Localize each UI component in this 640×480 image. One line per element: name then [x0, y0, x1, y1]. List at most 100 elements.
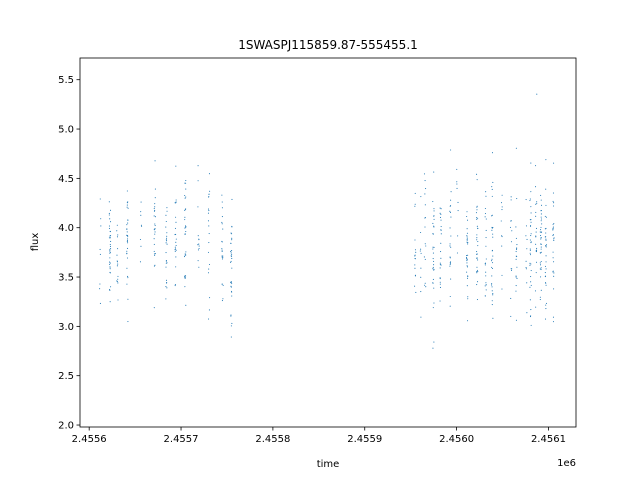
- data-point: [449, 257, 451, 259]
- data-point: [501, 236, 503, 238]
- data-point: [208, 309, 210, 311]
- data-point: [184, 209, 187, 211]
- data-point: [99, 302, 101, 304]
- data-point: [529, 252, 531, 254]
- data-point: [529, 299, 531, 301]
- data-point: [166, 232, 168, 234]
- data-point: [221, 283, 223, 285]
- data-point: [175, 244, 177, 247]
- data-point: [492, 294, 494, 296]
- data-point: [221, 201, 223, 203]
- data-point: [208, 242, 210, 244]
- data-point: [165, 226, 167, 228]
- data-point: [485, 289, 487, 291]
- data-point: [485, 218, 487, 220]
- data-point: [432, 278, 434, 281]
- data-point: [424, 282, 426, 284]
- data-point: [208, 268, 210, 270]
- data-point: [221, 207, 223, 209]
- data-point: [553, 261, 555, 263]
- data-point: [530, 219, 532, 221]
- data-point: [466, 320, 469, 322]
- data-point: [231, 233, 233, 235]
- data-point: [553, 202, 555, 204]
- data-point: [99, 198, 101, 200]
- data-point: [419, 250, 421, 252]
- data-point: [175, 249, 177, 251]
- data-point: [165, 252, 167, 254]
- data-point: [126, 240, 128, 242]
- data-point: [197, 206, 199, 208]
- data-point: [544, 215, 546, 217]
- data-point: [485, 236, 487, 239]
- data-point: [109, 231, 111, 233]
- data-point: [476, 173, 478, 175]
- data-point: [449, 227, 451, 229]
- data-point: [154, 188, 156, 190]
- data-point: [540, 235, 542, 237]
- data-point: [116, 261, 119, 263]
- data-point: [197, 260, 199, 262]
- data-point: [476, 281, 479, 283]
- data-point: [457, 210, 459, 212]
- data-point: [467, 243, 469, 245]
- data-point: [540, 226, 542, 228]
- data-point: [207, 272, 210, 274]
- data-point: [424, 258, 426, 260]
- data-point: [222, 257, 224, 259]
- y-tick-label: 2.5: [58, 371, 74, 382]
- data-point: [467, 242, 469, 244]
- data-point: [535, 236, 537, 238]
- data-point: [491, 229, 493, 231]
- data-point: [439, 216, 442, 219]
- data-point: [500, 220, 502, 222]
- data-point: [165, 266, 167, 268]
- x-axis: 2.4556 2.4557 2.4558 2.4559 2.4560 2.4561: [72, 427, 566, 445]
- data-point: [198, 245, 200, 247]
- data-point: [449, 210, 451, 212]
- data-point: [511, 268, 513, 270]
- data-point: [184, 254, 187, 256]
- data-point: [185, 231, 187, 233]
- data-point: [208, 173, 211, 175]
- data-point: [440, 226, 442, 228]
- data-point: [433, 210, 435, 212]
- data-point: [534, 186, 537, 188]
- data-point: [491, 214, 493, 216]
- data-point: [552, 228, 554, 230]
- data-point: [153, 229, 155, 231]
- data-point: [540, 269, 542, 271]
- data-point: [109, 271, 111, 273]
- data-point: [154, 223, 156, 225]
- data-point: [99, 253, 101, 255]
- data-point: [127, 207, 129, 209]
- data-point: [540, 229, 542, 231]
- data-point: [139, 261, 142, 263]
- data-point: [536, 201, 538, 203]
- data-point: [553, 239, 555, 242]
- data-point: [109, 248, 111, 250]
- data-point: [108, 214, 110, 216]
- data-point: [485, 282, 487, 284]
- data-point: [153, 253, 156, 255]
- data-point: [425, 245, 427, 247]
- data-point: [530, 263, 532, 265]
- data-point: [432, 307, 434, 309]
- data-point: [536, 203, 538, 205]
- data-point: [109, 245, 111, 247]
- data-point: [540, 248, 542, 250]
- data-point: [552, 251, 554, 253]
- data-point: [476, 206, 478, 208]
- data-point: [466, 262, 468, 264]
- data-point: [208, 196, 210, 198]
- data-point: [207, 212, 209, 214]
- data-point: [492, 317, 494, 319]
- data-point: [476, 217, 478, 219]
- data-point: [231, 250, 233, 252]
- data-point: [545, 239, 547, 241]
- data-point: [175, 165, 177, 167]
- data-point: [175, 266, 177, 268]
- data-point: [545, 255, 547, 257]
- data-point: [127, 222, 129, 224]
- data-point: [110, 240, 112, 242]
